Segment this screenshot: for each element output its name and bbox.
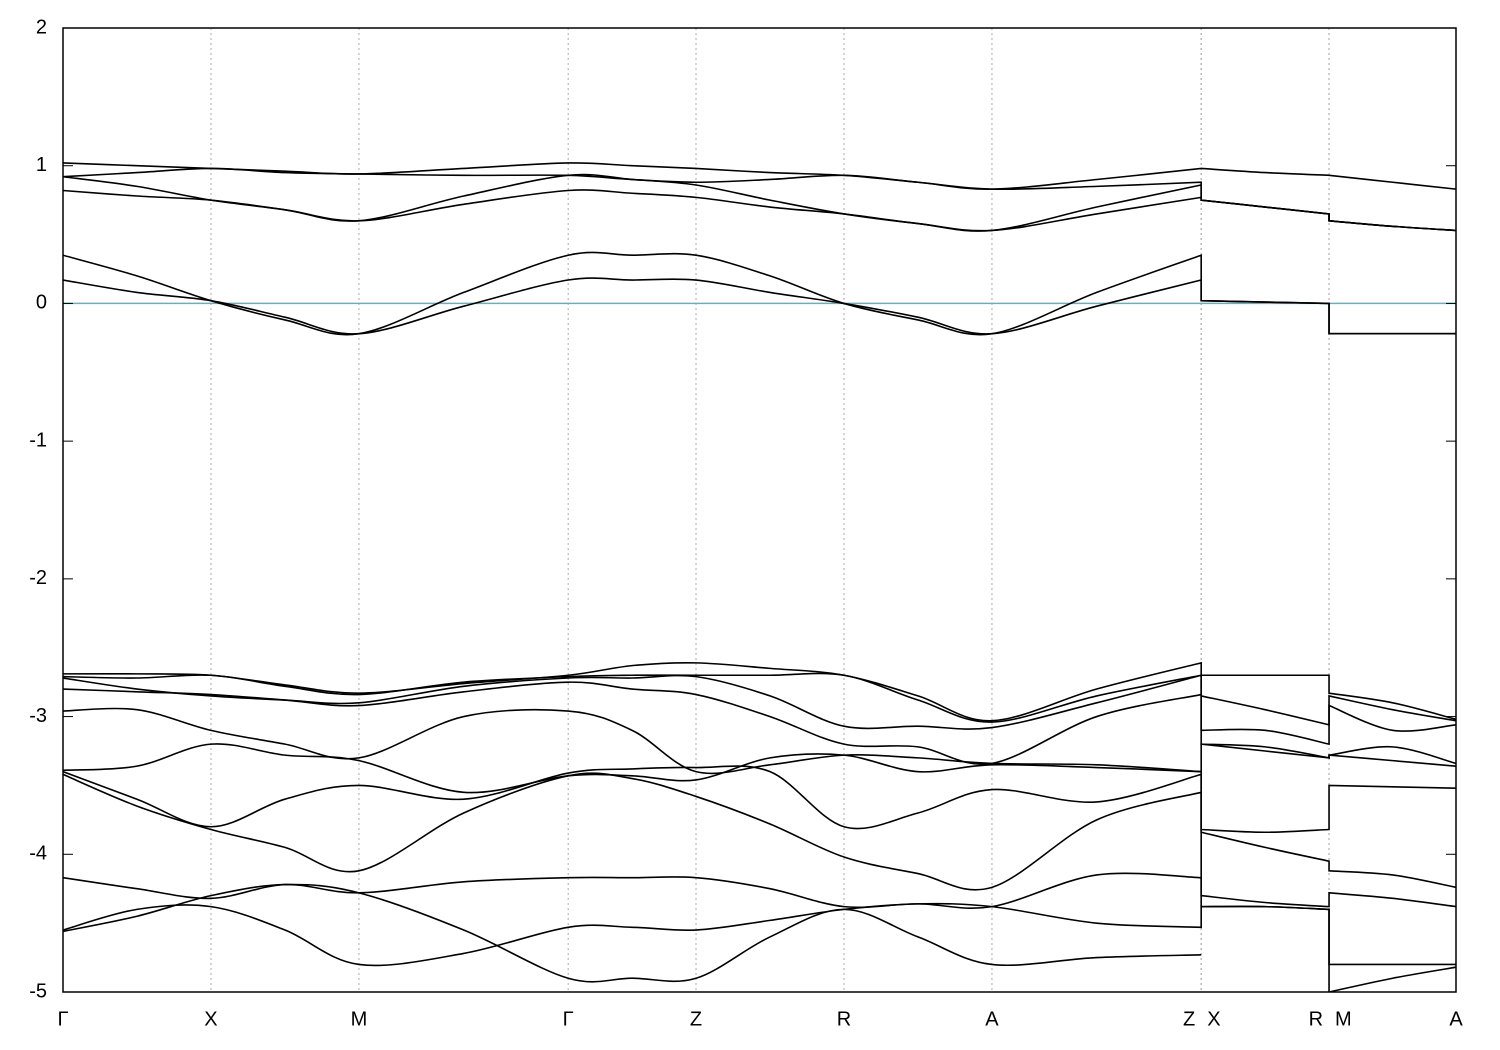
- y-tick-label: -3: [29, 705, 47, 727]
- bands-layer: [63, 162, 1456, 992]
- band-line: [63, 661, 1456, 722]
- x-tick-label: Γ: [57, 1008, 68, 1030]
- band-line: [63, 883, 1202, 983]
- x-tick-label: Z: [1183, 1008, 1195, 1030]
- y-tick-label: -2: [29, 567, 47, 589]
- y-tick-label: -4: [29, 843, 47, 865]
- band-line: [63, 189, 1456, 232]
- y-tick-label: -1: [29, 429, 47, 451]
- x-tick-label: X: [1207, 1008, 1220, 1030]
- x-tick-label: M: [1335, 1008, 1352, 1030]
- band-line: [63, 251, 1456, 336]
- y-tick-label: -5: [29, 980, 47, 1002]
- x-tick-label: R: [1309, 1008, 1323, 1030]
- band-line: [63, 707, 1456, 775]
- band-line: [63, 772, 1456, 908]
- band-line: [63, 681, 1456, 766]
- band-line: [63, 167, 1456, 232]
- band-line: [63, 674, 1456, 746]
- x-tick-label: X: [204, 1008, 217, 1030]
- x-tick-label: Γ: [563, 1008, 574, 1030]
- band-line: [63, 162, 1456, 190]
- y-tick-label: 2: [36, 16, 47, 38]
- band-line: [63, 765, 1456, 889]
- y-tick-label: 1: [36, 154, 47, 176]
- band-line: [63, 872, 1456, 966]
- labels-layer: 210-1-2-3-4-5Γ X M Γ Z R A Z X R M A: [29, 16, 1463, 1030]
- x-tick-label: M: [351, 1008, 368, 1030]
- x-tick-label: Z: [690, 1008, 702, 1030]
- plot-frame: [62, 27, 1457, 993]
- band-line: [63, 902, 1456, 992]
- band-line: [63, 743, 1456, 834]
- x-tick-label: A: [1449, 1008, 1463, 1030]
- band-line: [63, 277, 1456, 335]
- band-line: [63, 173, 1456, 232]
- x-tick-label: A: [985, 1008, 999, 1030]
- x-tick-label: R: [837, 1008, 851, 1030]
- band-line: [63, 672, 1456, 726]
- y-tick-label: 0: [36, 292, 47, 314]
